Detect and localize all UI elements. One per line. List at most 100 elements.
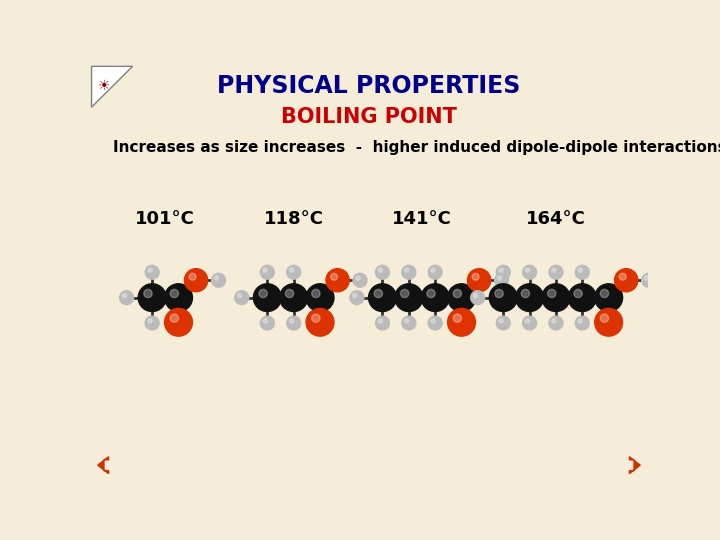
Circle shape (428, 316, 442, 330)
Circle shape (145, 265, 159, 279)
Circle shape (472, 273, 479, 280)
Circle shape (374, 289, 382, 298)
Circle shape (523, 316, 536, 330)
Circle shape (600, 289, 608, 298)
Text: BOILING POINT: BOILING POINT (281, 107, 457, 127)
Circle shape (144, 289, 152, 298)
Circle shape (574, 289, 582, 298)
Circle shape (402, 316, 416, 330)
Circle shape (427, 289, 435, 298)
Circle shape (495, 273, 508, 287)
Text: 141°C: 141°C (392, 210, 452, 228)
Circle shape (148, 319, 152, 323)
Circle shape (369, 284, 397, 312)
Circle shape (287, 265, 301, 279)
Circle shape (552, 268, 556, 272)
Circle shape (523, 265, 536, 279)
Circle shape (263, 319, 267, 323)
Circle shape (356, 276, 360, 280)
Circle shape (548, 289, 556, 298)
Circle shape (526, 268, 530, 272)
Circle shape (453, 314, 462, 322)
Circle shape (289, 268, 294, 272)
Text: ☀: ☀ (98, 79, 110, 93)
Circle shape (145, 316, 159, 330)
Circle shape (170, 314, 179, 322)
Circle shape (453, 289, 462, 298)
Circle shape (568, 284, 596, 312)
Circle shape (467, 269, 491, 292)
Circle shape (575, 316, 589, 330)
Polygon shape (91, 66, 132, 107)
Circle shape (376, 316, 390, 330)
Text: 164°C: 164°C (526, 210, 586, 228)
Circle shape (642, 273, 656, 287)
Circle shape (431, 268, 435, 272)
Circle shape (619, 273, 626, 280)
Circle shape (405, 319, 409, 323)
Text: Increases as size increases  -  higher induced dipole-dipole interactions: Increases as size increases - higher ind… (113, 140, 720, 156)
Circle shape (400, 289, 409, 298)
Circle shape (350, 291, 364, 305)
Circle shape (495, 289, 503, 298)
Circle shape (122, 294, 127, 298)
Circle shape (306, 284, 334, 312)
Circle shape (428, 265, 442, 279)
Circle shape (575, 265, 589, 279)
Circle shape (496, 265, 510, 279)
Circle shape (402, 265, 416, 279)
Circle shape (490, 284, 517, 312)
Circle shape (353, 294, 357, 298)
Circle shape (421, 284, 449, 312)
Circle shape (184, 269, 207, 292)
Circle shape (189, 273, 196, 280)
Circle shape (595, 308, 623, 336)
Circle shape (235, 291, 248, 305)
Circle shape (312, 289, 320, 298)
Circle shape (253, 284, 282, 312)
Circle shape (516, 284, 544, 312)
Circle shape (259, 289, 267, 298)
Text: 101°C: 101°C (135, 210, 195, 228)
Circle shape (578, 319, 582, 323)
Circle shape (600, 314, 608, 322)
Circle shape (521, 289, 530, 298)
Circle shape (471, 291, 485, 305)
Circle shape (549, 316, 563, 330)
Circle shape (285, 289, 294, 298)
Circle shape (542, 284, 570, 312)
Circle shape (280, 284, 307, 312)
Text: 118°C: 118°C (264, 210, 324, 228)
Circle shape (499, 268, 503, 272)
Circle shape (138, 284, 166, 312)
Circle shape (498, 276, 502, 280)
Circle shape (405, 268, 409, 272)
FancyArrow shape (629, 457, 640, 474)
Circle shape (312, 314, 320, 322)
Circle shape (376, 265, 390, 279)
Circle shape (395, 284, 423, 312)
Circle shape (330, 273, 338, 280)
Circle shape (448, 284, 475, 312)
Circle shape (578, 268, 582, 272)
FancyArrow shape (98, 457, 109, 474)
Circle shape (212, 273, 225, 287)
Circle shape (496, 316, 510, 330)
Circle shape (287, 316, 301, 330)
Circle shape (499, 319, 503, 323)
Circle shape (263, 268, 267, 272)
Circle shape (353, 273, 367, 287)
Circle shape (526, 319, 530, 323)
Circle shape (549, 265, 563, 279)
Circle shape (170, 289, 179, 298)
Circle shape (552, 319, 556, 323)
Circle shape (474, 294, 477, 298)
Circle shape (378, 268, 382, 272)
Circle shape (378, 319, 382, 323)
Circle shape (595, 284, 623, 312)
Circle shape (165, 284, 192, 312)
Circle shape (326, 269, 349, 292)
Circle shape (120, 291, 133, 305)
Text: PHYSICAL PROPERTIES: PHYSICAL PROPERTIES (217, 73, 521, 98)
Circle shape (448, 308, 475, 336)
